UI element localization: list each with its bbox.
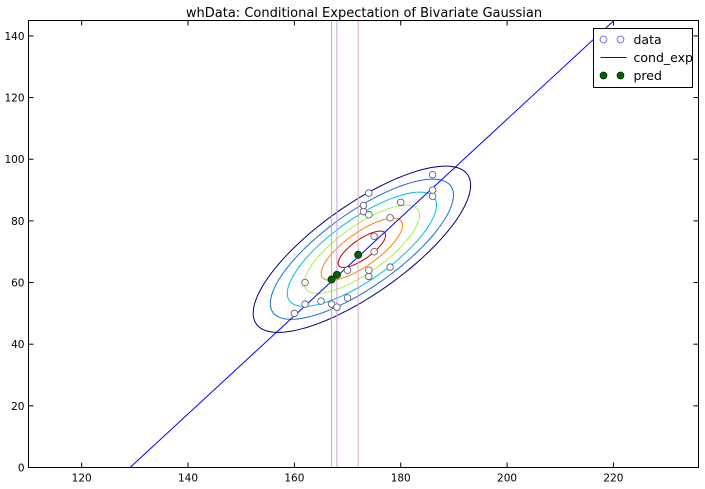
prediction-vertical-lines (331, 20, 359, 468)
data-point (301, 300, 309, 308)
contour-level-3 (286, 191, 438, 307)
data-point (370, 248, 378, 256)
x-tick-label: 160 (284, 473, 304, 485)
data-point (428, 170, 437, 179)
y-tick-label: 140 (4, 31, 24, 43)
contour-level-2 (269, 178, 454, 320)
data-point (428, 192, 437, 200)
contour-level-6 (337, 230, 387, 268)
data-point (301, 278, 309, 287)
data-point (370, 232, 378, 240)
pred-point (327, 275, 336, 284)
data-point (428, 186, 437, 194)
x-tick-label: 120 (72, 473, 92, 485)
pred-point (332, 270, 341, 279)
legend-label-data: data (634, 32, 662, 47)
data-point (386, 214, 394, 222)
data-point (343, 266, 352, 274)
prediction-points (327, 250, 363, 284)
x-tick-label: 140 (178, 473, 198, 485)
legend-label-pred: pred (634, 68, 662, 83)
y-tick-label: 0 (18, 463, 25, 475)
data-point (290, 309, 299, 318)
pred-point (354, 250, 363, 259)
legend-marker-data (599, 35, 608, 44)
x-tick-label: 220 (603, 473, 623, 485)
legend-marker-pred (599, 71, 608, 80)
data-point (365, 266, 373, 274)
contour-level-4 (303, 204, 421, 294)
data-point (397, 198, 405, 207)
data-point (359, 201, 368, 210)
data-point (317, 297, 325, 305)
data-point (365, 272, 373, 281)
x-tick-label: 200 (497, 473, 517, 485)
y-tick-label: 100 (4, 154, 24, 166)
data-point (365, 211, 373, 219)
axes-frame (28, 20, 699, 468)
legend-marker-pred (616, 71, 625, 80)
y-tick-label: 120 (4, 93, 24, 105)
axis-ticks: 120 140 160 180 200 220 0 20 40 60 80 100 120 140 (4, 20, 699, 485)
data-point (386, 263, 394, 271)
legend-label-cond_exp: cond_exp (634, 50, 693, 65)
y-tick-label: 20 (11, 401, 24, 413)
data-points (290, 170, 437, 318)
legend-marker-data (616, 35, 625, 44)
y-tick-label: 40 (11, 339, 24, 351)
plot-area (28, 20, 699, 468)
plot-background (28, 20, 699, 468)
x-tick-label: 180 (391, 473, 411, 485)
data-point (365, 189, 373, 197)
y-tick-label: 60 (11, 278, 24, 290)
contour-level-5 (320, 217, 404, 281)
chart-title: whData: Conditional Expectation of Bivar… (186, 6, 542, 21)
conditional-expectation-line (129, 20, 615, 468)
cond-exp-line (129, 20, 615, 468)
data-point (333, 303, 341, 311)
plot-frame (28, 20, 699, 468)
y-tick-label: 80 (11, 216, 24, 228)
data-point (343, 294, 352, 302)
